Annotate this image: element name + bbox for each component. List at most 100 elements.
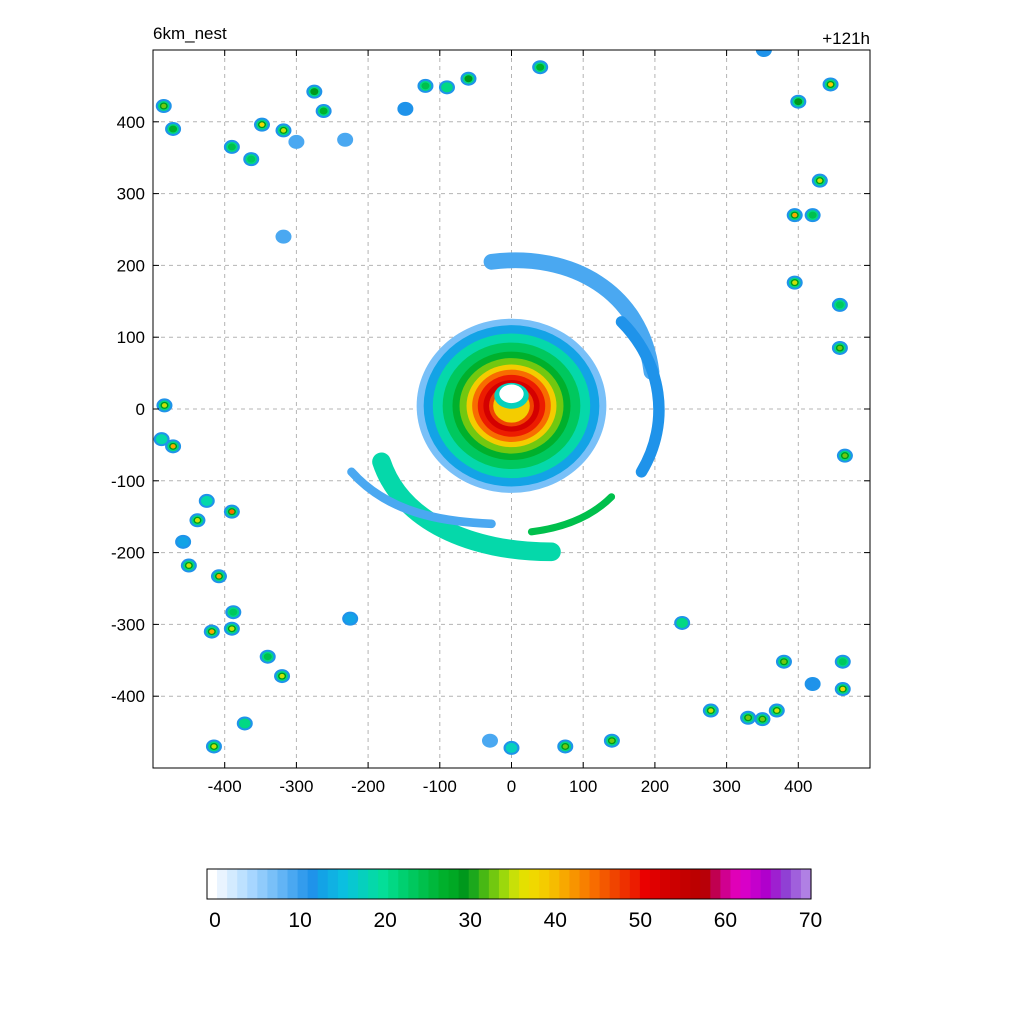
colorbar-swatch	[418, 869, 430, 899]
x-tick-label: -300	[279, 777, 313, 796]
x-tick-label: -400	[208, 777, 242, 796]
convective-cell	[280, 128, 287, 133]
colorbar-swatch	[207, 869, 218, 899]
colorbar-swatch	[458, 869, 470, 899]
colorbar-swatch	[649, 869, 661, 899]
y-tick-label: 400	[117, 113, 145, 132]
convective-cell	[537, 64, 543, 70]
convective-cell	[180, 539, 186, 545]
convective-cell	[810, 681, 816, 687]
convective-cell	[170, 444, 176, 449]
colorbar-swatch	[599, 869, 611, 899]
colorbar-swatch	[408, 869, 419, 899]
colorbar-swatch	[398, 869, 409, 899]
convective-cell	[293, 139, 299, 145]
convective-cell	[216, 574, 222, 579]
convective-cell	[230, 609, 236, 615]
convective-cell	[842, 453, 848, 458]
colorbar-tick-label: 60	[714, 909, 737, 932]
colorbar-swatch	[700, 869, 711, 899]
convective-cell	[209, 629, 215, 634]
colorbar-swatch	[770, 869, 782, 899]
convective-cell	[242, 721, 248, 726]
spiral-rainband	[372, 452, 561, 562]
colorbar-swatch	[237, 869, 248, 899]
colorbar-swatch	[740, 869, 752, 899]
convective-cell	[817, 178, 823, 183]
convective-cell	[259, 122, 265, 127]
colorbar-tick-label: 10	[288, 909, 311, 932]
colorbar-swatch	[549, 869, 560, 899]
colorbar-swatch	[498, 869, 510, 899]
colorbar-swatch	[730, 869, 742, 899]
convective-cell	[159, 436, 165, 442]
convective-cell	[840, 659, 846, 664]
x-tick-label: -100	[423, 777, 457, 796]
y-tick-label: -400	[111, 687, 145, 706]
convective-cell	[248, 156, 254, 162]
convective-cell	[708, 708, 714, 713]
x-tick-label: 0	[507, 777, 516, 796]
y-tick-label: 100	[117, 328, 145, 347]
colorbar-swatch	[639, 869, 651, 899]
colorbar-swatch	[307, 869, 319, 899]
colorbar-swatch	[317, 869, 329, 899]
colorbar-swatch	[347, 869, 359, 899]
colorbar-swatch	[710, 869, 721, 899]
colorbar-swatch	[337, 869, 349, 899]
colorbar-swatch	[780, 869, 792, 899]
convective-cell	[795, 99, 801, 104]
colorbar-swatch	[629, 869, 641, 899]
colorbar-swatch	[589, 869, 601, 899]
convective-cell	[311, 89, 317, 94]
convective-cell	[422, 83, 429, 89]
colorbar-swatch	[217, 869, 228, 899]
convective-cell	[211, 744, 217, 749]
convective-cell	[810, 212, 816, 218]
x-tick-label: 300	[712, 777, 740, 796]
convective-cell	[280, 234, 287, 239]
colorbar-swatch	[760, 869, 772, 899]
convective-cell	[342, 137, 348, 142]
convective-cell	[679, 620, 685, 626]
colorbar-swatch	[670, 869, 681, 899]
colorbar-tick-label: 20	[373, 909, 396, 932]
convective-cell	[402, 106, 408, 112]
colorbar-tick-label: 50	[629, 909, 652, 932]
colorbar-swatch	[579, 869, 591, 899]
colorbar-frame	[206, 868, 812, 900]
colorbar-swatch	[277, 869, 289, 899]
colorbar-swatch	[509, 869, 520, 899]
convective-cell	[562, 744, 568, 749]
convective-cell	[265, 654, 271, 659]
colorbar-swatch	[539, 869, 550, 899]
x-tick-label: -200	[351, 777, 385, 796]
colorbar-swatch	[519, 869, 530, 899]
axis-ticks: -400 -300 -200 -100 0 100 200 300 400 400 300 200 10…	[111, 50, 870, 796]
convective-cell	[161, 103, 167, 109]
colorbar-tick-label: 0	[209, 909, 221, 932]
colorbar-tick-label: 30	[459, 909, 482, 932]
colorbar-swatch	[438, 869, 450, 899]
x-tick-label: 200	[641, 777, 669, 796]
convective-cell	[837, 345, 843, 351]
convective-cell	[609, 738, 615, 743]
colorbar-swatch	[257, 869, 268, 899]
y-tick-label: -300	[111, 615, 145, 634]
colorbar-swatch	[378, 869, 389, 899]
colorbar-swatch	[287, 869, 299, 899]
convective-cell	[204, 498, 210, 504]
convective-cell	[186, 563, 192, 568]
convective-cell	[194, 518, 201, 523]
colorbar-swatch	[247, 869, 258, 899]
convective-cell	[465, 76, 472, 81]
colorbar-swatch	[227, 869, 238, 899]
convective-cell	[170, 126, 176, 132]
colorbar-swatch	[368, 869, 379, 899]
colorbar-swatch	[428, 869, 440, 899]
y-tick-label: -200	[111, 544, 145, 563]
spiral-rainband	[347, 467, 496, 529]
x-tick-label: 100	[569, 777, 597, 796]
colorbar-swatch	[529, 869, 540, 899]
y-tick-label: 200	[117, 256, 145, 275]
